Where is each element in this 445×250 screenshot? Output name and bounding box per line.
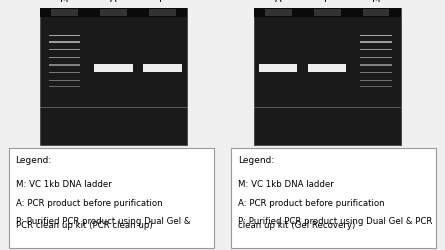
Bar <box>40 8 187 17</box>
Text: P: P <box>324 0 330 4</box>
Bar <box>100 9 127 16</box>
Bar <box>40 8 187 145</box>
Bar <box>360 56 392 58</box>
Text: clean up kit (Gel Recovery): clean up kit (Gel Recovery) <box>238 221 355 230</box>
Text: PCR clean up kit (PCR clean up): PCR clean up kit (PCR clean up) <box>16 221 152 230</box>
Bar <box>363 9 389 16</box>
Text: M: VC 1kb DNA ladder: M: VC 1kb DNA ladder <box>16 180 111 190</box>
Text: P: Purified PCR product using Dual Gel & PCR: P: Purified PCR product using Dual Gel &… <box>238 217 433 226</box>
Bar <box>51 9 78 16</box>
Text: Legend:: Legend: <box>238 156 274 165</box>
Bar <box>49 56 81 58</box>
Bar <box>360 41 392 43</box>
Bar <box>49 41 81 43</box>
Bar <box>49 64 81 66</box>
Text: A: A <box>110 0 117 4</box>
Text: A: PCR product before purification: A: PCR product before purification <box>16 199 162 208</box>
Text: P: P <box>159 0 166 4</box>
Text: A: PCR product before purification: A: PCR product before purification <box>238 199 384 208</box>
Bar <box>49 35 81 36</box>
Bar <box>314 9 340 16</box>
Bar <box>49 86 81 88</box>
Bar <box>360 49 392 50</box>
Bar <box>231 148 436 248</box>
Text: P: Purified PCR product using Dual Gel &: P: Purified PCR product using Dual Gel & <box>16 217 190 226</box>
Bar <box>360 35 392 36</box>
Bar <box>143 64 182 72</box>
Text: M: M <box>60 0 69 4</box>
Bar <box>254 8 400 17</box>
Bar <box>9 148 214 248</box>
Bar <box>360 86 392 88</box>
Bar <box>308 64 346 72</box>
Bar <box>259 64 297 72</box>
Bar <box>360 64 392 66</box>
Bar <box>149 9 176 16</box>
Text: A: A <box>275 0 281 4</box>
Bar <box>94 64 133 72</box>
Text: M: VC 1kb DNA ladder: M: VC 1kb DNA ladder <box>238 180 334 190</box>
Bar <box>49 72 81 74</box>
Bar <box>49 80 81 81</box>
Bar <box>49 49 81 50</box>
Bar <box>360 80 392 81</box>
Bar <box>265 9 291 16</box>
Text: Legend:: Legend: <box>16 156 52 165</box>
Bar <box>254 8 400 145</box>
Bar <box>360 72 392 74</box>
Text: M: M <box>372 0 380 4</box>
